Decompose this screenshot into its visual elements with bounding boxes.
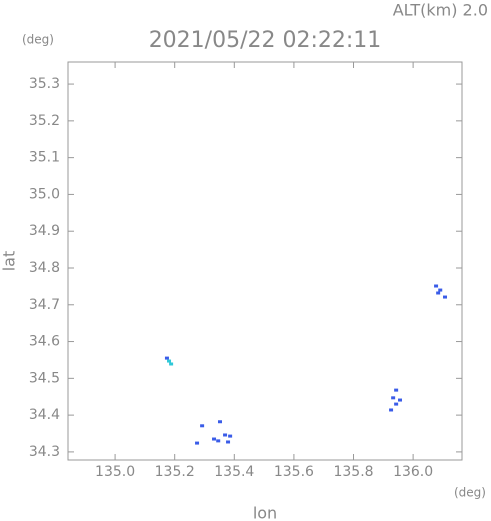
plot-frame (67, 61, 463, 461)
x-tick-label: 135.2 (155, 464, 195, 480)
point (398, 398, 403, 402)
point (164, 356, 169, 360)
x-tick-label: 135.4 (214, 464, 254, 480)
point (438, 288, 443, 292)
point (223, 433, 228, 437)
point (391, 396, 396, 400)
point (216, 439, 221, 443)
point (226, 440, 231, 444)
chart-title: 2021/05/22 02:22:11 (149, 28, 382, 53)
point (434, 284, 439, 288)
point (389, 408, 394, 412)
y-tick-label: 35.1 (29, 150, 60, 166)
y-tick-label: 34.8 (29, 260, 60, 276)
x-tick-label: 135.8 (333, 464, 373, 480)
y-tick-label: 34.6 (29, 334, 60, 350)
point (217, 420, 222, 424)
point (195, 441, 200, 445)
point (443, 295, 448, 299)
point (394, 402, 399, 406)
x-tick-label: 135.0 (95, 464, 135, 480)
point (167, 359, 172, 363)
y-axis-label: lat (0, 251, 19, 272)
y-tick-label: 34.4 (29, 407, 60, 423)
y-tick-label: 34.9 (29, 223, 60, 239)
y-tick-label: 34.3 (29, 444, 60, 460)
y-tick-label: 34.5 (29, 370, 60, 386)
point (394, 388, 399, 392)
altitude-label: ALT(km) 2.0 (393, 1, 488, 20)
x-tick-label: 136.0 (393, 464, 433, 480)
y-tick-label: 35.3 (29, 76, 60, 92)
x-axis-label: lon (253, 504, 277, 521)
point (200, 424, 205, 428)
y-tick-label: 35.0 (29, 186, 60, 202)
y-unit: (deg) (22, 33, 54, 47)
point (228, 434, 233, 438)
y-tick-label: 35.2 (29, 113, 60, 129)
point (436, 291, 441, 295)
point (169, 362, 174, 366)
x-unit: (deg) (454, 486, 486, 500)
x-tick-label: 135.6 (274, 464, 314, 480)
y-tick-label: 34.7 (29, 297, 60, 313)
point (212, 437, 217, 441)
